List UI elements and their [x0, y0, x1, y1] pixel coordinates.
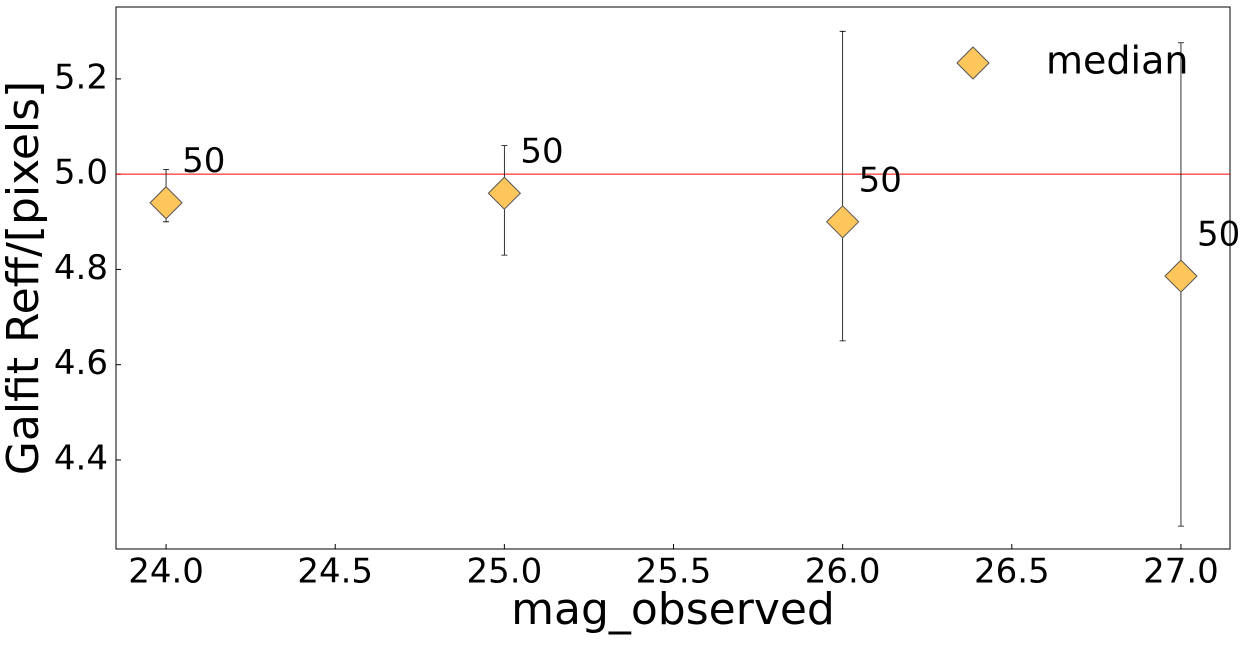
y-tick-label: 5.0 [54, 153, 108, 193]
y-tick-label: 4.6 [54, 343, 108, 383]
x-tick-label: 24.5 [297, 552, 373, 592]
marker [487, 176, 522, 210]
count-label: 50 [859, 160, 902, 200]
x-axis-label: mag_observed [511, 584, 835, 635]
x-tick-label: 25.5 [636, 552, 712, 592]
marker [825, 205, 860, 239]
y-tick-label: 4.8 [54, 248, 108, 288]
y-tick-label: 5.2 [54, 57, 108, 97]
count-label: 50 [1197, 215, 1240, 255]
x-tick-label: 26.5 [974, 552, 1050, 592]
plot-frame [115, 6, 1231, 550]
count-label: 50 [520, 132, 563, 172]
marker [1164, 259, 1198, 293]
y-tick-label: 4.4 [54, 438, 108, 478]
count-label: 50 [182, 141, 225, 181]
marker [149, 186, 183, 220]
x-tick-label: 24.0 [128, 552, 204, 592]
x-tick-label: 26.0 [805, 552, 881, 592]
legend-label: median [1046, 39, 1188, 83]
legend-marker [956, 46, 990, 80]
error-bar [839, 30, 846, 342]
y-axis-label: Galfit Reff/[pixels] [0, 81, 49, 475]
x-tick-label: 25.0 [467, 552, 543, 592]
x-tick-label: 27.0 [1143, 552, 1219, 592]
